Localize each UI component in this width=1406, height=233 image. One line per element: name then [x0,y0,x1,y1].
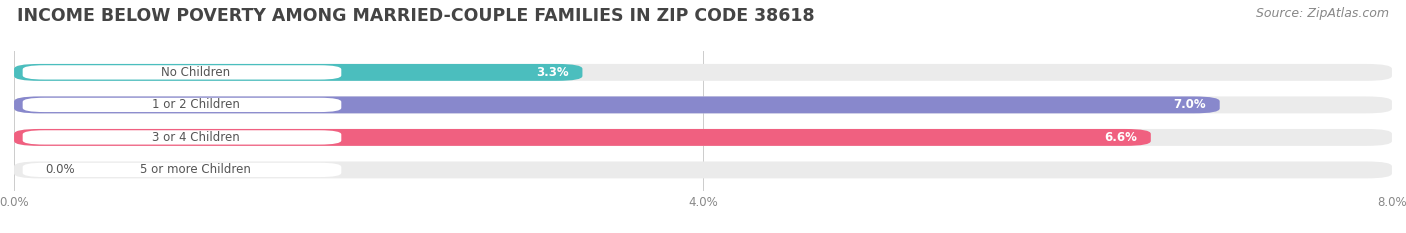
FancyBboxPatch shape [14,96,1219,113]
Text: 5 or more Children: 5 or more Children [141,163,252,176]
FancyBboxPatch shape [14,96,1392,113]
Text: 6.6%: 6.6% [1104,131,1137,144]
FancyBboxPatch shape [14,161,1392,178]
Text: Source: ZipAtlas.com: Source: ZipAtlas.com [1256,7,1389,20]
Text: 1 or 2 Children: 1 or 2 Children [152,98,239,111]
Text: 3.3%: 3.3% [536,66,568,79]
FancyBboxPatch shape [14,64,582,81]
Text: INCOME BELOW POVERTY AMONG MARRIED-COUPLE FAMILIES IN ZIP CODE 38618: INCOME BELOW POVERTY AMONG MARRIED-COUPL… [17,7,814,25]
Text: 7.0%: 7.0% [1173,98,1206,111]
Text: 3 or 4 Children: 3 or 4 Children [152,131,239,144]
FancyBboxPatch shape [22,130,342,144]
FancyBboxPatch shape [22,98,342,112]
FancyBboxPatch shape [14,129,1392,146]
FancyBboxPatch shape [14,129,1150,146]
Text: 0.0%: 0.0% [45,163,75,176]
FancyBboxPatch shape [22,163,342,177]
FancyBboxPatch shape [14,64,1392,81]
Text: No Children: No Children [162,66,231,79]
FancyBboxPatch shape [22,65,342,79]
